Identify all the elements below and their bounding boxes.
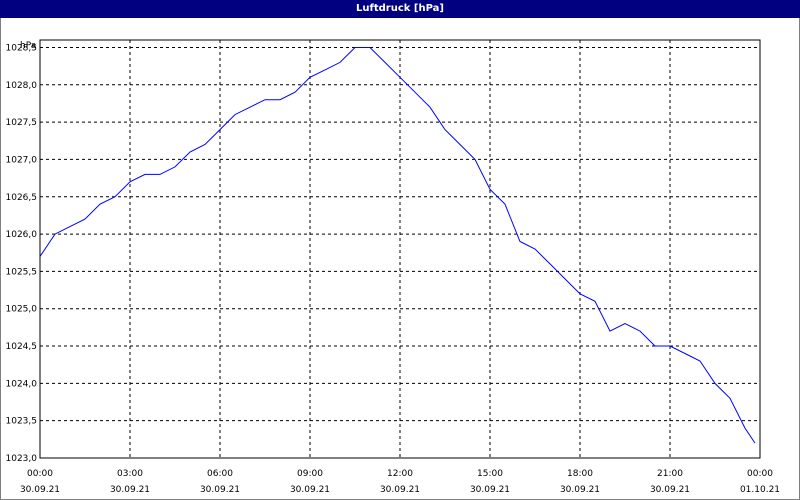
x-tick-time: 21:00 [657,469,683,479]
x-tick-date: 30.09.21 [470,485,510,495]
y-tick-label: 1027,0 [6,155,38,165]
y-tick-label: 1024,5 [6,342,38,352]
x-tick-date: 30.09.21 [200,485,240,495]
x-axis-ticks: 00:00 30.09.21 03:00 30.09.21 06:00 30.09.21 0… [20,469,780,495]
grid [40,40,760,459]
y-tick-label: 1024,0 [6,379,38,389]
x-tick-date: 01.10.21 [740,485,780,495]
x-tick-time: 09:00 [297,469,323,479]
y-tick-label: 1026,0 [6,230,38,240]
x-tick-date: 30.09.21 [20,485,60,495]
y-axis-label: hPa [20,41,36,51]
chart-title: Luftdruck [hPa] [0,0,800,18]
x-tick-time: 00:00 [27,469,53,479]
y-tick-label: 1023,0 [6,454,38,464]
y-tick-label: 1028,5 [6,43,38,53]
y-axis-ticks: 1023,0 1023,5 1024,0 1024,5 1025,0 1025,5 1026… [6,43,38,464]
y-tick-label: 1027,5 [6,118,38,128]
x-tick-date: 30.09.21 [110,485,150,495]
y-tick-label: 1023,5 [6,417,38,427]
x-tick-date: 30.09.21 [380,485,420,495]
x-tick-date: 30.09.21 [560,485,600,495]
x-tick-time: 15:00 [477,469,503,479]
x-tick-date: 30.09.21 [290,485,330,495]
series-line [39,47,756,444]
x-tick-date: 30.09.21 [650,485,690,495]
plot-area-border [39,39,761,459]
y-tick-label: 1025,0 [6,305,38,315]
y-tick-label: 1026,5 [6,193,38,203]
y-tick-label: 1025,5 [6,267,38,277]
x-tick-time: 18:00 [567,469,593,479]
x-tick-time: 00:00 [747,469,773,479]
x-tick-time: 06:00 [207,469,233,479]
y-tick-label: 1028,0 [6,81,38,91]
x-tick-time: 12:00 [387,469,413,479]
x-tick-time: 03:00 [117,469,143,479]
